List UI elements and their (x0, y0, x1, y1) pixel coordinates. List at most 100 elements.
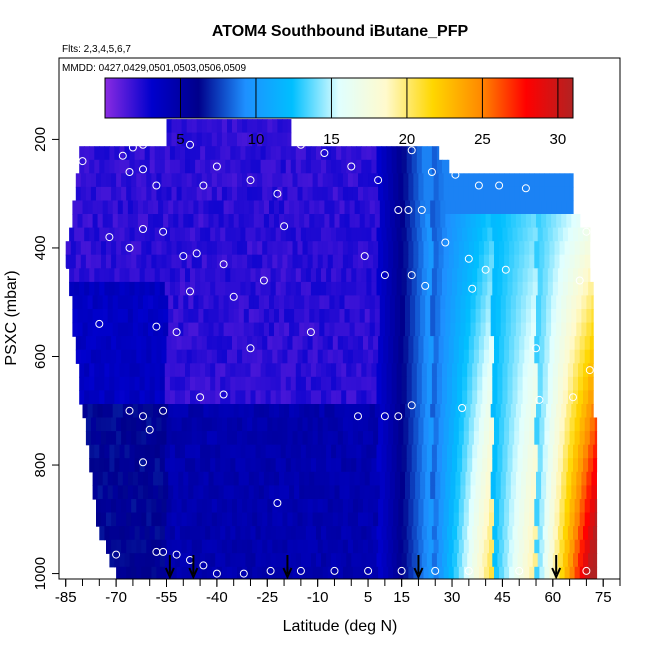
heatmap-cell (543, 553, 549, 567)
heatmap-cell (252, 540, 258, 554)
heatmap-cell (141, 513, 147, 527)
heatmap-cell (126, 540, 132, 554)
heatmap-cell (303, 499, 309, 513)
heatmap-cell (346, 268, 352, 282)
heatmap-cell (316, 363, 322, 377)
heatmap-cell (271, 526, 277, 540)
heatmap-cell (76, 255, 82, 269)
heatmap-cell (121, 255, 127, 269)
heatmap-cell (538, 268, 544, 282)
heatmap-cell (489, 513, 495, 527)
heatmap-cell (244, 323, 250, 337)
heatmap-cell (214, 214, 220, 228)
heatmap-cell (192, 173, 198, 187)
heatmap-cell (492, 228, 498, 242)
heatmap-cell (511, 404, 517, 418)
heatmap-cell (481, 472, 487, 486)
heatmap-cell (373, 336, 379, 350)
heatmap-cell (346, 146, 352, 160)
heatmap-cell (561, 323, 567, 337)
heatmap-cell (114, 146, 120, 160)
heatmap-cell (109, 363, 115, 377)
heatmap-cell (180, 228, 186, 242)
heatmap-cell (457, 445, 463, 459)
heatmap-cell (555, 350, 561, 364)
heatmap-cell (251, 553, 257, 567)
heatmap-cell (356, 377, 362, 391)
heatmap-cell (375, 472, 381, 486)
heatmap-cell (566, 295, 572, 309)
heatmap-cell (417, 458, 423, 472)
heatmap-cell (230, 390, 236, 404)
heatmap-cell (101, 499, 107, 513)
heatmap-cell (418, 431, 424, 445)
heatmap-cell (219, 404, 225, 418)
heatmap-cell (356, 363, 362, 377)
heatmap-cell (215, 228, 221, 242)
heatmap-cell (78, 323, 84, 337)
heatmap-cell (141, 499, 147, 513)
heatmap-cell (565, 241, 571, 255)
heatmap-cell (450, 404, 456, 418)
heatmap-cell (418, 187, 424, 201)
heatmap-cell (156, 431, 162, 445)
heatmap-cell (531, 214, 537, 228)
heatmap-cell (104, 363, 110, 377)
heatmap-cell (377, 228, 383, 242)
heatmap-cell (170, 160, 176, 174)
heatmap-cell (247, 540, 253, 554)
heatmap-cell (346, 553, 352, 567)
heatmap-cell (130, 146, 136, 160)
heatmap-cell (222, 336, 228, 350)
heatmap-cell (225, 445, 231, 459)
heatmap-cell (455, 472, 461, 486)
heatmap-cell (155, 268, 161, 282)
heatmap-cell (427, 146, 433, 160)
heatmap-cell (272, 540, 278, 554)
heatmap-cell (197, 499, 203, 513)
heatmap-cell (402, 377, 408, 391)
heatmap-cell (306, 390, 312, 404)
heatmap-cell (66, 255, 72, 269)
heatmap-cell (519, 350, 525, 364)
heatmap-cell (524, 241, 530, 255)
heatmap-cell (272, 350, 278, 364)
heatmap-cell (570, 499, 576, 513)
heatmap-cell (450, 201, 456, 215)
heatmap-cell (356, 445, 362, 459)
heatmap-cell (318, 567, 324, 580)
heatmap-cell (83, 201, 89, 215)
heatmap-cell (380, 201, 386, 215)
heatmap-cell (361, 458, 367, 472)
heatmap-cell (385, 201, 391, 215)
heatmap-cell (487, 228, 493, 242)
heatmap-cell (361, 445, 367, 459)
heatmap-cell (91, 255, 97, 269)
heatmap-cell (449, 255, 455, 269)
heatmap-cell (284, 309, 290, 323)
heatmap-cell (94, 146, 100, 160)
heatmap-cell (308, 418, 314, 432)
heatmap-cell (185, 160, 191, 174)
heatmap-cell (197, 119, 203, 133)
heatmap-cell (407, 160, 413, 174)
heatmap-cell (566, 472, 572, 486)
heatmap-cell (214, 295, 220, 309)
heatmap-cell (444, 187, 450, 201)
heatmap-cell (333, 418, 339, 432)
heatmap-cell (130, 160, 136, 174)
heatmap-cell (575, 567, 581, 580)
heatmap-cell (197, 133, 203, 147)
heatmap-cell (497, 458, 503, 472)
heatmap-cell (371, 458, 377, 472)
heatmap-cell (548, 390, 554, 404)
heatmap-cell (424, 241, 430, 255)
heatmap-cell (224, 309, 230, 323)
heatmap-cell (195, 445, 201, 459)
heatmap-cell (219, 309, 225, 323)
heatmap-cell (151, 336, 157, 350)
heatmap-cell (570, 567, 576, 580)
heatmap-cell (548, 526, 554, 540)
heatmap-cell (256, 377, 262, 391)
heatmap-cell (550, 540, 556, 554)
